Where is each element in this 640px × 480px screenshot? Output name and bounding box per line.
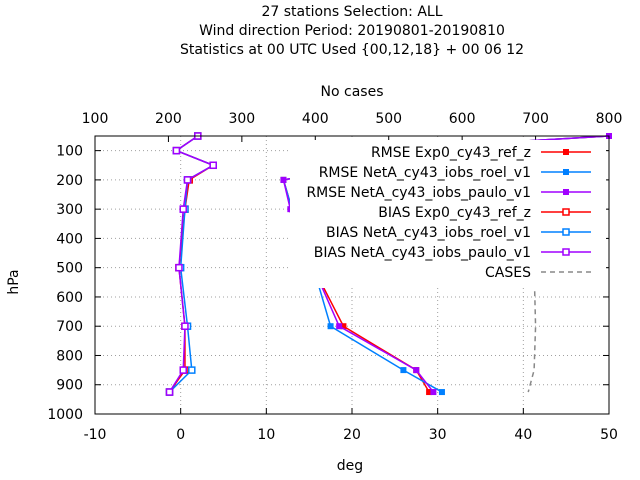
x-tick-label: 20 [343,427,361,443]
data-point [426,389,433,396]
x2-tick-label: 700 [522,111,549,127]
data-point [336,323,343,330]
x-tick-label: 30 [429,427,447,443]
data-point [165,388,174,396]
legend-label: RMSE Exp0_cy43_ref_z [371,145,531,161]
legend-label: BIAS Exp0_cy43_ref_z [378,205,531,221]
x2-tick-label: 500 [375,111,402,127]
y-tick-label: 300 [56,202,83,218]
legend-label-cases: CASES [485,265,531,281]
x-tick-label: 10 [257,427,275,443]
data-point [327,323,334,330]
chart-title: 27 stations Selection: ALL Wind directio… [180,4,524,58]
legend-label: BIAS NetA_cy43_iobs_roel_v1 [326,225,531,241]
legend-label: RMSE NetA_cy43_iobs_roel_v1 [319,165,531,181]
legend-swatch-marker [563,169,569,175]
legend-swatch-marker [562,248,570,256]
x2-tick-label: 600 [449,111,476,127]
x2-tick-label: 800 [596,111,623,127]
legend-label: BIAS NetA_cy43_iobs_paulo_v1 [314,245,531,261]
y-tick-label: 700 [56,319,83,335]
legend-swatch-marker [562,228,570,236]
data-point [209,161,217,170]
data-point [413,367,420,374]
x-tick-label: 40 [514,427,532,443]
legend-swatch-marker [562,208,570,216]
data-point [438,389,445,396]
data-point [183,176,192,184]
plot-frame [94,135,610,415]
x-tick-label: 50 [600,427,618,443]
x2-tick-label: 100 [82,111,109,127]
y-tick-label: 900 [56,378,83,394]
data-point [179,205,187,213]
data-point [340,323,347,330]
x-tick-label: -10 [84,427,107,443]
y-tick-label: 800 [56,348,83,364]
y-tick-label: 400 [56,231,83,247]
legend-background [290,140,606,288]
x2-tick-label: 300 [228,111,255,127]
data-point [179,366,187,374]
legend-swatch-marker [563,189,569,195]
y-tick-label: 1000 [47,407,83,423]
x2-axis-label: No cases [321,84,384,100]
x-tick-label: 0 [176,427,185,443]
data-point [280,176,287,183]
legend-label: RMSE NetA_cy43_iobs_paulo_v1 [306,185,531,201]
x-axis-ticks: -10 0 10 20 30 40 50 [84,408,618,443]
x2-axis-ticks: 100 200 300 400 500 600 700 800 [82,111,623,142]
data-point [181,322,189,330]
chart-title-line-1: 27 stations Selection: ALL [261,4,442,20]
y-axis-label: hPa [6,269,22,294]
y-tick-label: 500 [56,261,83,277]
legend-swatch-marker [563,149,569,155]
y-tick-label: 600 [56,290,83,306]
legend: RMSE Exp0_cy43_ref_z RMSE NetA_cy43_iobs_… [290,140,606,288]
data-point [400,367,407,374]
data-point [175,263,183,272]
chart-title-line-2: Wind direction Period: 20190801-20190810 [199,23,505,39]
data-point [188,366,196,374]
data-point [430,389,437,396]
data-point [172,146,181,155]
y-tick-label: 100 [56,144,83,160]
x2-tick-label: 200 [155,111,182,127]
x-axis-label: deg [337,458,363,474]
y-tick-label: 200 [56,173,83,189]
chart-title-line-3: Statistics at 00 UTC Used {00,12,18} + 0… [180,42,524,58]
x2-tick-label: 400 [302,111,329,127]
